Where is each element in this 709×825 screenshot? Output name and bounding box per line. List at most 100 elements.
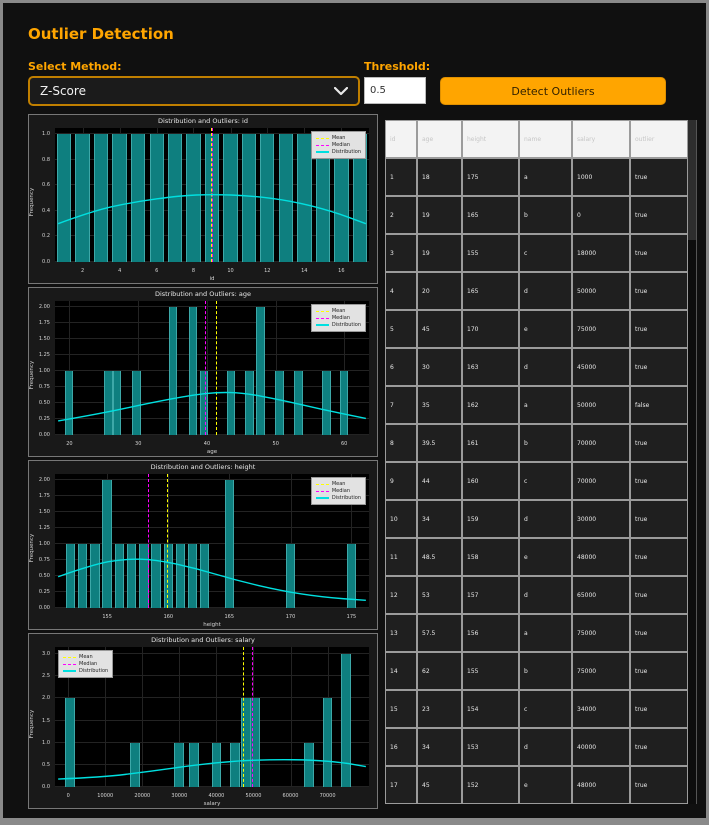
histogram-bar [102, 480, 112, 608]
detect-outliers-button[interactable]: Detect Outliers [440, 77, 666, 105]
x-tick-label: 170 [285, 614, 296, 620]
y-tick-label: 0.75 [38, 384, 50, 391]
table-cell: d [519, 728, 572, 766]
x-axis-label: id [209, 276, 215, 282]
y-axis-label: Frequency [29, 360, 35, 390]
table-cell: 1 [385, 158, 417, 196]
x-tick-label: 50000 [245, 793, 262, 799]
histogram-bar [199, 371, 209, 435]
x-tick-label: 2 [81, 268, 85, 274]
legend-entry: Median [315, 142, 361, 148]
mean-line [243, 647, 245, 787]
table-cell: 161 [462, 424, 519, 462]
table-scrollbar-thumb[interactable] [688, 120, 696, 240]
table-scrollbar[interactable] [688, 120, 697, 804]
chart-legend: Mean Median Distribution [58, 650, 114, 678]
table-cell: 160 [462, 462, 519, 500]
charts-panel: Distribution and Outliers: id Mean Median D… [28, 114, 378, 812]
chart-title: Distribution and Outliers: id [158, 117, 248, 125]
table-cell: e [519, 310, 572, 348]
gridline [55, 418, 369, 420]
legend-line-sample [63, 663, 76, 665]
histogram-bar [249, 698, 260, 787]
table-cell: a [519, 158, 572, 196]
table-row: 2 19 165 b 0 true [385, 196, 688, 234]
y-tick-label: 1.75 [38, 493, 50, 500]
table-cell: c [519, 234, 572, 272]
chart-figure: Distribution and Outliers: salary Mean Med… [28, 633, 378, 809]
table-cell: 162 [462, 386, 519, 424]
legend-label: Distribution [331, 149, 361, 155]
kde-curve [55, 301, 369, 435]
legend-line-sample [315, 490, 329, 492]
table-cell: 70000 [572, 424, 630, 462]
y-tick-label: 0.0 [42, 784, 50, 790]
x-tick-label: 160 [163, 614, 174, 620]
legend-label: Mean [331, 135, 346, 141]
histogram-bar [93, 134, 109, 262]
gridline [55, 354, 369, 356]
gridline [216, 647, 218, 787]
x-tick-label: 175 [346, 614, 357, 620]
table-cell: e [519, 538, 572, 576]
table-cell: b [519, 196, 572, 234]
table-cell: d [519, 272, 572, 310]
table-cell: 155 [462, 652, 519, 690]
gridline [55, 575, 369, 577]
table-cell: a [519, 614, 572, 652]
table-cell: 9 [385, 462, 417, 500]
histogram-bar [175, 544, 186, 608]
gridline [55, 653, 369, 655]
threshold-input[interactable] [364, 77, 426, 104]
table-row: 7 35 162 a 50000 false [385, 386, 688, 424]
gridline [55, 675, 369, 677]
table-cell: 18000 [572, 234, 630, 272]
histogram-bar [65, 544, 76, 608]
table-cell: 45 [417, 766, 462, 804]
table-cell: true [630, 728, 688, 766]
method-select[interactable]: Z-Score [28, 76, 360, 106]
chart-title: Distribution and Outliers: salary [151, 636, 255, 644]
table-cell: 157 [462, 576, 519, 614]
legend-entry: Median [315, 488, 361, 494]
histogram-bar [211, 742, 222, 787]
mean-line [166, 474, 168, 608]
table-cell: c [519, 462, 572, 500]
table-cell: 153 [462, 728, 519, 766]
column-header: id [385, 120, 417, 158]
table-cell: a [519, 386, 572, 424]
y-tick-label: 0.50 [38, 400, 50, 407]
legend-line-sample [63, 669, 76, 673]
x-tick-label: 16 [338, 268, 345, 274]
table-cell: 34 [417, 500, 462, 538]
legend-label: Median [331, 142, 351, 148]
table-cell: 170 [462, 310, 519, 348]
table-cell: 50000 [572, 272, 630, 310]
table-cell: 48000 [572, 538, 630, 576]
y-tick-label: 0.2 [42, 233, 50, 240]
column-header: height [462, 120, 519, 158]
gridline [55, 495, 369, 497]
histogram-bar [130, 134, 146, 262]
table-cell: 75000 [572, 652, 630, 690]
table-cell: true [630, 348, 688, 386]
y-tick-label: 0.0 [42, 259, 50, 265]
table-cell: 19 [417, 196, 462, 234]
y-axis-ticks: 0.00 0.25 0.50 0.75 1.00 1.25 1.50 1.75 2.00 [29, 474, 53, 611]
table-row: 6 30 163 d 45000 true [385, 348, 688, 386]
legend-label: Mean [331, 481, 346, 487]
y-tick-label: 1.25 [38, 352, 50, 359]
histogram-bar [65, 698, 75, 787]
histogram-bar [230, 742, 240, 787]
chevron-down-icon [334, 86, 348, 95]
table-cell: true [630, 462, 688, 500]
method-label: Select Method: [28, 60, 122, 73]
table-cell: 17 [385, 766, 417, 804]
table-row: 16 34 153 d 40000 true [385, 728, 688, 766]
column-header: salary [572, 120, 630, 158]
chart-legend: Mean Median Distribution [310, 304, 366, 332]
gridline [55, 719, 369, 721]
histogram-bar [174, 742, 185, 787]
y-tick-label: 0.00 [38, 605, 50, 611]
gridline [142, 647, 144, 787]
